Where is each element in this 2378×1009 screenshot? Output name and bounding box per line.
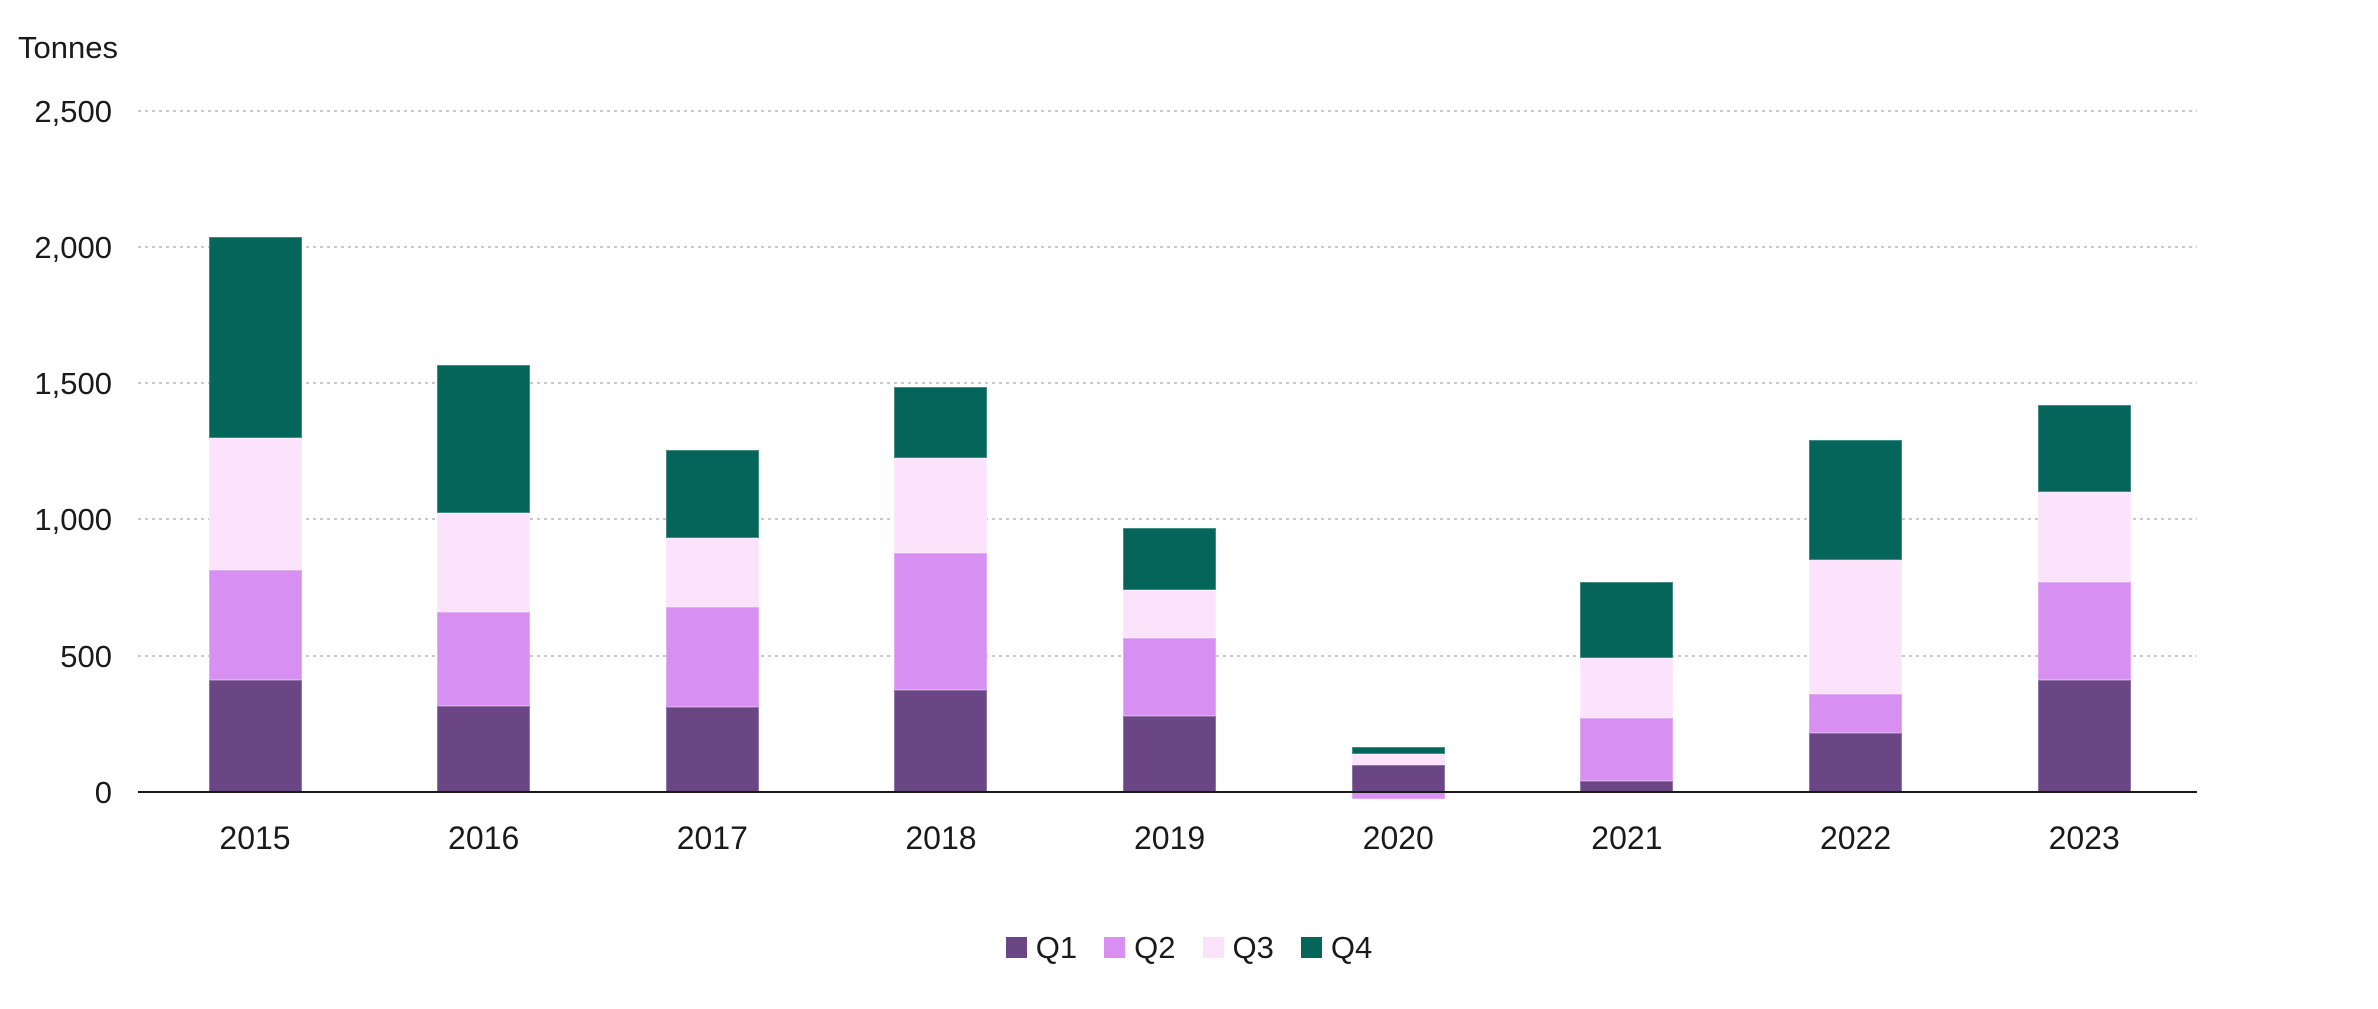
bar-segment-2015-q1 bbox=[208, 680, 302, 792]
bar-segment-2022-q2 bbox=[1809, 693, 1903, 734]
legend-label-q3: Q3 bbox=[1232, 930, 1274, 965]
x-tick-2017: 2017 bbox=[676, 820, 748, 856]
legend-label-q2: Q2 bbox=[1134, 930, 1176, 965]
bar-segment-2022-q1 bbox=[1809, 733, 1903, 792]
bar-segment-2019-q4 bbox=[1123, 527, 1217, 591]
y-tick-2000: 2,000 bbox=[34, 229, 112, 265]
x-tick-2020: 2020 bbox=[1362, 820, 1434, 856]
x-tick-2018: 2018 bbox=[905, 820, 977, 856]
y-tick-500: 500 bbox=[60, 638, 112, 674]
bar-segment-2015-q4 bbox=[208, 237, 302, 438]
legend-item-q4: Q4 bbox=[1300, 930, 1373, 965]
x-tick-2016: 2016 bbox=[448, 820, 520, 856]
bar-segment-2021-q4 bbox=[1580, 582, 1674, 659]
legend-swatch-q1 bbox=[1005, 937, 1027, 958]
bar-segment-2016-q3 bbox=[437, 512, 531, 613]
bar-segment-2017-q3 bbox=[665, 538, 759, 607]
bar-segment-2022-q4 bbox=[1809, 440, 1903, 561]
bar-segment-2017-q1 bbox=[665, 707, 759, 792]
legend-swatch-q2 bbox=[1104, 937, 1126, 958]
bar-segment-2022-q3 bbox=[1809, 560, 1903, 694]
bar-segment-2020-q2 bbox=[1351, 792, 1445, 799]
bar-segment-2021-q3 bbox=[1580, 658, 1674, 719]
legend-label-q1: Q1 bbox=[1035, 930, 1078, 965]
gridline-1000 bbox=[138, 518, 2197, 521]
legend: Q1 Q2 Q3 Q4 bbox=[0, 931, 2378, 964]
bar-segment-2020-q4 bbox=[1351, 747, 1445, 754]
bar-segment-2018-q2 bbox=[894, 553, 988, 690]
x-axis-line bbox=[138, 791, 2197, 793]
x-tick-2019: 2019 bbox=[1134, 820, 1206, 856]
bar-segment-2023-q1 bbox=[2037, 680, 2131, 792]
bar-segment-2018-q3 bbox=[894, 458, 988, 554]
bar-segment-2019-q3 bbox=[1123, 590, 1217, 638]
x-tick-2023: 2023 bbox=[2048, 820, 2120, 856]
legend-swatch-q4 bbox=[1300, 937, 1322, 958]
legend-label-q4: Q4 bbox=[1330, 930, 1373, 965]
bar-segment-2016-q4 bbox=[437, 365, 531, 513]
bar-segment-2018-q4 bbox=[894, 387, 988, 459]
y-tick-1000: 1,000 bbox=[34, 502, 112, 538]
bar-segment-2019-q1 bbox=[1123, 715, 1217, 792]
bar-segment-2016-q2 bbox=[437, 612, 531, 707]
bar-segment-2023-q2 bbox=[2037, 582, 2131, 681]
bar-segment-2020-q1 bbox=[1351, 764, 1445, 792]
bar-segment-2021-q2 bbox=[1580, 718, 1674, 782]
bar-segment-2021-q1 bbox=[1580, 781, 1674, 792]
x-tick-2015: 2015 bbox=[219, 820, 291, 856]
y-tick-0: 0 bbox=[94, 775, 112, 810]
legend-swatch-q3 bbox=[1202, 937, 1224, 958]
bar-segment-2020-q3 bbox=[1351, 753, 1445, 765]
legend-item-q3: Q3 bbox=[1202, 930, 1274, 965]
bar-segment-2023-q4 bbox=[2037, 404, 2131, 493]
y-axis-title: Tonnes bbox=[18, 30, 118, 65]
bar-segment-2015-q3 bbox=[208, 437, 302, 570]
x-tick-2022: 2022 bbox=[1819, 820, 1892, 856]
bar-segment-2018-q1 bbox=[894, 689, 988, 792]
legend-item-q2: Q2 bbox=[1104, 930, 1176, 965]
y-tick-1500: 1,500 bbox=[34, 366, 112, 402]
legend-item-q1: Q1 bbox=[1005, 930, 1078, 965]
bar-segment-2016-q1 bbox=[437, 706, 531, 792]
bar-segment-2023-q3 bbox=[2037, 492, 2131, 583]
y-tick-2500: 2,500 bbox=[34, 93, 112, 129]
bar-segment-2017-q4 bbox=[665, 449, 759, 539]
x-tick-2021: 2021 bbox=[1591, 820, 1663, 856]
bar-segment-2015-q2 bbox=[208, 569, 302, 681]
gridline-2500 bbox=[138, 109, 2197, 112]
bar-segment-2017-q2 bbox=[665, 606, 759, 708]
gridline-2000 bbox=[138, 245, 2197, 248]
gridline-1500 bbox=[138, 382, 2197, 385]
bar-segment-2019-q2 bbox=[1123, 637, 1217, 716]
